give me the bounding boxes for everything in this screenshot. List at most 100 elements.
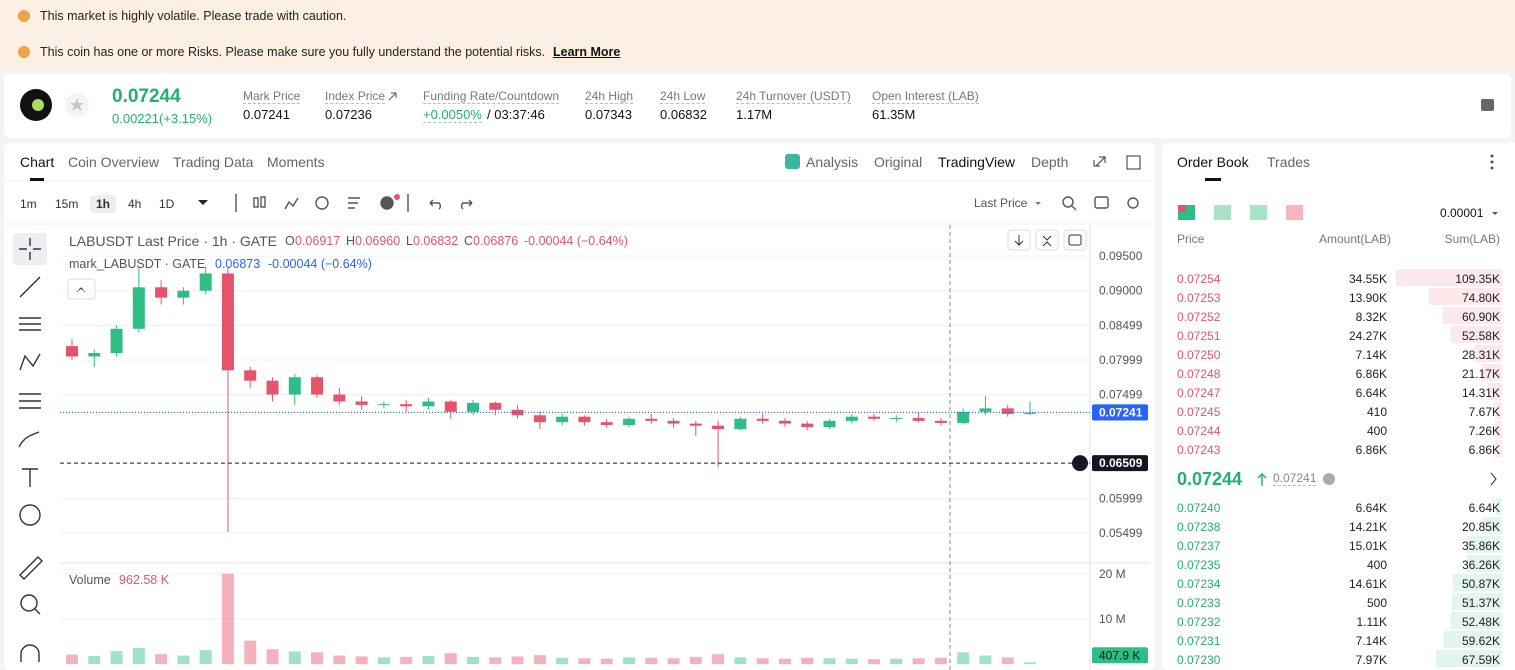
book-sum: 109.35K <box>1455 272 1500 286</box>
depth-bar <box>1442 307 1502 324</box>
volume-bar <box>422 656 435 665</box>
book-price[interactable]: 0.07247 <box>1177 386 1221 400</box>
chart-tab[interactable]: Coin Overview <box>68 154 160 170</box>
book-price[interactable]: 0.07231 <box>1177 634 1221 648</box>
candle-body <box>756 418 769 421</box>
book-amount: 7.14K <box>1355 634 1387 648</box>
layout-asks[interactable] <box>1286 205 1303 220</box>
book-price[interactable]: 0.07240 <box>1177 501 1221 515</box>
book-price[interactable]: 0.07230 <box>1177 653 1221 667</box>
window-icon[interactable] <box>1126 155 1141 170</box>
stat-label: Index Price <box>325 89 386 104</box>
depth-bar <box>1495 440 1502 457</box>
view-tab[interactable]: Depth <box>1031 154 1069 170</box>
book-amount: 500 <box>1366 596 1387 610</box>
ohlc-change: -0.00044 (−0.64%) <box>524 234 628 248</box>
layout-bids-alt[interactable] <box>1250 205 1267 220</box>
external-icon <box>388 92 397 101</box>
chart-tab[interactable]: Moments <box>267 154 325 170</box>
interval-button[interactable]: 1D <box>159 197 175 211</box>
y-tick-label: 0.07999 <box>1099 353 1143 367</box>
interval-button[interactable]: 1h <box>90 195 117 213</box>
last-price: 0.07244 <box>112 86 181 107</box>
menu-dot[interactable] <box>1490 154 1494 158</box>
fullscreen-icon[interactable] <box>1093 156 1106 167</box>
stat-label: Mark Price <box>243 89 301 104</box>
volume-bar <box>756 658 769 665</box>
orderbook-tab[interactable]: Order Book <box>1177 154 1249 170</box>
book-price[interactable]: 0.07232 <box>1177 615 1221 629</box>
volume-bar <box>88 656 101 665</box>
candle-body <box>712 425 725 430</box>
y-tick-label: 0.05999 <box>1099 491 1143 505</box>
drawing-tools[interactable] <box>13 233 47 662</box>
volume-bar <box>400 656 413 665</box>
volume-bar <box>155 654 168 665</box>
candle-body <box>1001 408 1014 414</box>
menu-dot <box>1490 166 1494 170</box>
candle-body <box>778 420 791 424</box>
book-price[interactable]: 0.07234 <box>1177 577 1221 591</box>
book-price[interactable]: 0.07254 <box>1177 272 1221 286</box>
book-price[interactable]: 0.07250 <box>1177 348 1221 362</box>
book-price[interactable]: 0.07248 <box>1177 367 1221 381</box>
volume-bar <box>377 657 390 665</box>
chart-tab[interactable]: Chart <box>20 154 55 170</box>
book-sum: 6.86K <box>1468 443 1500 457</box>
book-price[interactable]: 0.07243 <box>1177 443 1221 457</box>
chart-title: LABUSDT Last Price · 1h · GATE <box>69 233 277 249</box>
orderbook-tab[interactable]: Trades <box>1267 154 1311 170</box>
candle-body <box>689 423 702 426</box>
book-price[interactable]: 0.07233 <box>1177 596 1221 610</box>
book-price[interactable]: 0.07252 <box>1177 310 1221 324</box>
y-tick-label: 0.09000 <box>1099 284 1143 298</box>
interval-button[interactable]: 4h <box>128 197 142 211</box>
book-price[interactable]: 0.07244 <box>1177 424 1221 438</box>
depth-bar <box>1395 269 1502 286</box>
interval-button[interactable]: 15m <box>55 197 79 211</box>
interval-button[interactable]: 1m <box>20 197 37 211</box>
book-sum: 67.59K <box>1461 653 1500 667</box>
layout-bids[interactable] <box>1214 205 1231 220</box>
notes-icon[interactable] <box>1481 99 1494 111</box>
candle-body <box>622 418 635 425</box>
price-change: 0.00221(+3.15%) <box>112 111 213 126</box>
book-sum: 35.86K <box>1461 539 1500 553</box>
notification-dot <box>394 194 400 200</box>
book-amount: 7.14K <box>1355 348 1387 362</box>
book-price[interactable]: 0.07238 <box>1177 520 1221 534</box>
precision[interactable]: 0.00001 <box>1440 206 1484 220</box>
dropdown-caret[interactable] <box>1492 212 1498 215</box>
candle-body <box>556 416 569 423</box>
star-icon <box>70 98 84 111</box>
book-sum: 59.62K <box>1461 634 1500 648</box>
volume-bar <box>489 657 502 665</box>
view-tab[interactable]: Analysis <box>806 154 859 170</box>
depth-bar <box>1452 574 1502 591</box>
book-sum: 52.58K <box>1461 329 1500 343</box>
book-price[interactable]: 0.07253 <box>1177 291 1221 305</box>
volume-bar <box>1024 662 1036 665</box>
view-tab[interactable]: TradingView <box>938 154 1016 170</box>
book-price[interactable]: 0.07251 <box>1177 329 1221 343</box>
dropdown-caret[interactable] <box>198 200 208 205</box>
dropdown-caret[interactable] <box>1035 202 1041 205</box>
book-amount: 6.86K <box>1355 367 1387 381</box>
chart-tab[interactable]: Trading Data <box>173 154 254 170</box>
learn-more-link[interactable]: Learn More <box>553 45 621 59</box>
price-source[interactable]: Last Price <box>974 196 1028 210</box>
chart-pane-buttons[interactable] <box>1007 229 1087 251</box>
volume-bar <box>511 656 524 665</box>
stat-value: 0.06832 <box>660 107 707 122</box>
volume-bar <box>667 658 680 665</box>
chevron-right[interactable] <box>1490 472 1497 486</box>
price-badge-label: 0.06509 <box>1099 456 1143 470</box>
book-price[interactable]: 0.07235 <box>1177 558 1221 572</box>
book-price[interactable]: 0.07245 <box>1177 405 1221 419</box>
ohlc-key: O <box>285 234 295 248</box>
col-header: Amount(LAB) <box>1318 232 1391 246</box>
book-price[interactable]: 0.07237 <box>1177 539 1221 553</box>
view-tab[interactable]: Original <box>874 154 923 170</box>
